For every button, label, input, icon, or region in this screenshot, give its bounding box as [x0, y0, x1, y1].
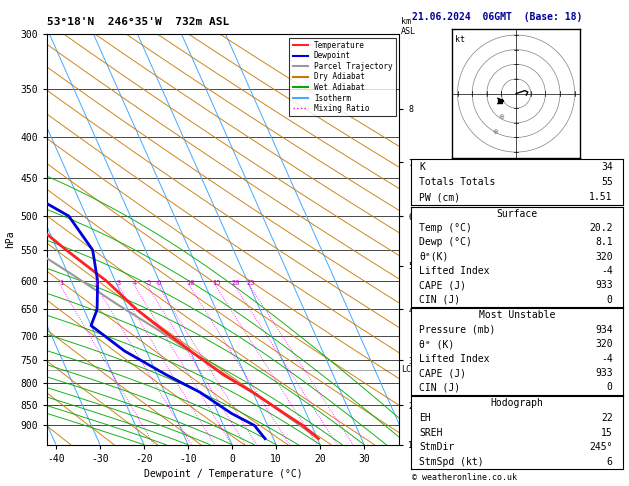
Text: Lifted Index: Lifted Index: [420, 354, 490, 364]
Text: 15: 15: [212, 279, 221, 286]
Text: 2: 2: [95, 279, 99, 286]
Text: 20.2: 20.2: [589, 223, 613, 233]
Text: -4: -4: [601, 354, 613, 364]
Text: Pressure (mb): Pressure (mb): [420, 325, 496, 335]
Text: 320: 320: [595, 252, 613, 261]
Text: © weatheronline.co.uk: © weatheronline.co.uk: [412, 473, 517, 482]
Text: km: km: [401, 17, 411, 26]
Text: EH: EH: [420, 413, 431, 423]
Text: 20: 20: [231, 279, 240, 286]
Legend: Temperature, Dewpoint, Parcel Trajectory, Dry Adiabat, Wet Adiabat, Isotherm, Mi: Temperature, Dewpoint, Parcel Trajectory…: [289, 38, 396, 116]
Text: 933: 933: [595, 280, 613, 290]
Text: θᵉ(K): θᵉ(K): [420, 252, 448, 261]
Text: 320: 320: [595, 339, 613, 349]
Text: 1.51: 1.51: [589, 192, 613, 203]
Text: 3: 3: [117, 279, 121, 286]
Text: 245°: 245°: [589, 442, 613, 452]
Text: kt: kt: [455, 35, 465, 44]
Text: PW (cm): PW (cm): [420, 192, 460, 203]
Text: 0: 0: [607, 295, 613, 305]
Text: StmDir: StmDir: [420, 442, 455, 452]
Y-axis label: hPa: hPa: [5, 230, 15, 248]
Text: θᵉ (K): θᵉ (K): [420, 339, 455, 349]
Text: 6: 6: [607, 457, 613, 467]
Text: StmSpd (kt): StmSpd (kt): [420, 457, 484, 467]
Text: 933: 933: [595, 368, 613, 378]
Text: CIN (J): CIN (J): [420, 295, 460, 305]
Text: Lifted Index: Lifted Index: [420, 266, 490, 276]
Text: 10: 10: [186, 279, 194, 286]
Text: 25: 25: [247, 279, 255, 286]
Text: LCL: LCL: [401, 365, 416, 374]
Text: 22: 22: [601, 413, 613, 423]
Text: ASL: ASL: [401, 27, 416, 36]
Text: Dewp (°C): Dewp (°C): [420, 237, 472, 247]
Text: 21.06.2024  06GMT  (Base: 18): 21.06.2024 06GMT (Base: 18): [412, 12, 582, 22]
Text: ⊕: ⊕: [493, 129, 499, 135]
Text: Temp (°C): Temp (°C): [420, 223, 472, 233]
Text: SREH: SREH: [420, 428, 443, 437]
Text: 34: 34: [601, 162, 613, 172]
Text: 53°18'N  246°35'W  732m ASL: 53°18'N 246°35'W 732m ASL: [47, 17, 230, 27]
Text: Hodograph: Hodograph: [491, 399, 543, 408]
Text: K: K: [420, 162, 425, 172]
Text: CAPE (J): CAPE (J): [420, 280, 466, 290]
Text: 8.1: 8.1: [595, 237, 613, 247]
Text: 0: 0: [607, 382, 613, 392]
Text: 5: 5: [146, 279, 150, 286]
Text: CAPE (J): CAPE (J): [420, 368, 466, 378]
Text: CIN (J): CIN (J): [420, 382, 460, 392]
Text: Most Unstable: Most Unstable: [479, 311, 555, 320]
X-axis label: Dewpoint / Temperature (°C): Dewpoint / Temperature (°C): [144, 469, 303, 479]
Text: Totals Totals: Totals Totals: [420, 177, 496, 187]
Text: 934: 934: [595, 325, 613, 335]
Text: 6: 6: [157, 279, 161, 286]
Text: Surface: Surface: [496, 208, 538, 219]
Text: -4: -4: [601, 266, 613, 276]
Text: ⊕: ⊕: [499, 114, 504, 120]
Text: 4: 4: [133, 279, 137, 286]
Text: 15: 15: [601, 428, 613, 437]
Text: 55: 55: [601, 177, 613, 187]
Text: 1: 1: [59, 279, 64, 286]
